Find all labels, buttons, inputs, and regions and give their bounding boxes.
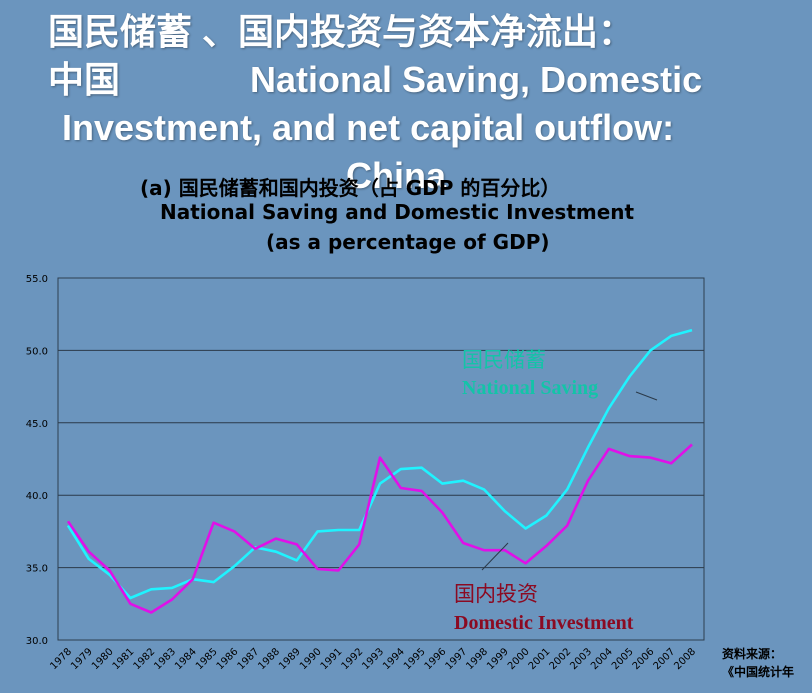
title-line-2-en: National Saving, Domestic [250,59,703,100]
chart-subtitle-zh: (a) 国民储蓄和国内投资（占 GDP 的百分比） [140,176,561,200]
x-tick-label: 1993 [360,646,386,672]
y-tick-label: 50.0 [26,346,48,357]
x-tick-label: 1992 [340,646,366,672]
x-tick-label: 2000 [506,646,532,672]
y-tick-label: 35.0 [26,564,48,575]
x-tick-label: 1997 [444,646,470,672]
saving-label-zh: 国民储蓄 [462,348,546,372]
x-tick-label: 1979 [69,646,95,672]
x-tick-label: 2007 [652,646,678,672]
x-tick-label: 1978 [48,646,74,672]
x-tick-label: 1987 [236,646,262,672]
x-tick-label: 2006 [631,646,657,672]
chart-subtitle-en-2: (as a percentage of GDP) [266,230,550,254]
x-tick-label: 2002 [548,646,574,672]
source-text: 《中国统计年 [722,665,795,679]
saving-series-line [66,328,693,600]
x-tick-label: 1981 [111,646,137,672]
x-tick-label: 1980 [90,646,116,672]
x-tick-label: 1983 [152,646,178,672]
title-line-1: 国民储蓄 、国内投资与资本净流出： [48,11,635,52]
x-tick-label: 1988 [256,646,282,672]
y-tick-label: 40.0 [26,491,48,502]
x-tick-label: 1999 [485,646,511,672]
source-label: 资料来源： [722,647,783,661]
y-tick-label: 45.0 [26,419,48,430]
investment-label-en: Domestic Investment [454,612,634,634]
saving-label-en: National Saving [462,377,598,399]
investment-series-line [66,443,693,614]
investment-label-leader [481,542,509,571]
x-tick-label: 1998 [464,646,490,672]
x-tick-label: 1986 [215,646,241,672]
saving-label-leader [635,391,658,401]
x-tick-label: 1982 [132,646,158,672]
investment-label-zh: 国内投资 [454,582,538,606]
plot-frame [57,277,705,641]
x-tick-label: 1991 [319,646,345,672]
title-line-4: China [346,155,447,196]
x-tick-label: 1984 [173,646,199,672]
x-tick-label: 1996 [423,646,449,672]
x-tick-label: 2003 [568,646,594,672]
y-tick-label: 30.0 [26,636,48,647]
x-tick-label: 1989 [277,646,303,672]
x-tick-label: 2001 [527,646,553,672]
x-tick-label: 1994 [381,646,407,672]
title-line-2-zh: 中国 [48,59,121,100]
source-note: 资料来源： 《中国统计年 [722,645,794,681]
x-tick-label: 1995 [402,646,428,672]
x-tick-label: 1990 [298,646,324,672]
title-line-3: Investment, and net capital outflow: [62,107,675,148]
x-tick-label: 2005 [610,646,636,672]
x-tick-label: 1985 [194,646,220,672]
chart-subtitle-en-1: National Saving and Domestic Investment [160,200,635,224]
x-tick-label: 2008 [672,646,698,672]
y-tick-label: 55.0 [26,274,48,285]
x-tick-label: 2004 [589,646,615,672]
